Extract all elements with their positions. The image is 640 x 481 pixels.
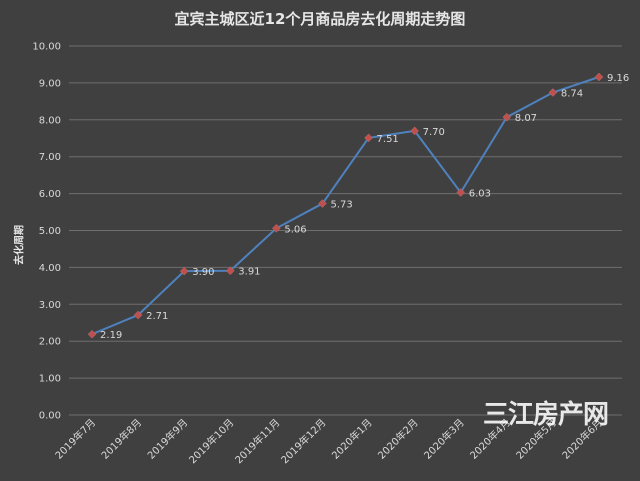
x-tick-label: 2020年3月 (421, 416, 467, 462)
chart-title: 宜宾主城区近12个月商品房去化周期走势图 (174, 10, 466, 28)
data-point (179, 266, 189, 276)
data-point (456, 188, 466, 197)
y-tick-label: 6.00 (39, 189, 61, 200)
data-point (133, 310, 143, 320)
data-label: 9.16 (607, 73, 629, 84)
x-tick-label: 2019年11月 (232, 416, 282, 466)
data-label: 5.73 (330, 200, 352, 211)
series-line (91, 76, 600, 336)
y-tick-label: 9.00 (39, 78, 61, 89)
data-point (272, 223, 281, 233)
watermark: 三江房产网 (483, 400, 609, 430)
data-point (410, 126, 419, 136)
data-label: 3.91 (238, 267, 260, 278)
y-tick-label: 3.00 (39, 300, 61, 311)
data-label: 8.07 (515, 113, 537, 124)
y-tick-label: 8.00 (39, 115, 61, 126)
data-point (318, 199, 327, 208)
data-label: 7.51 (377, 134, 399, 145)
x-tick-label: 2019年12月 (278, 416, 328, 466)
data-point (502, 112, 512, 122)
data-point (225, 266, 235, 276)
data-label: 2.19 (100, 330, 122, 341)
data-label: 7.70 (423, 127, 445, 138)
x-tick-label: 2019年7月 (52, 416, 98, 462)
x-tick-label: 2020年2月 (375, 416, 421, 462)
y-tick-label: 4.00 (39, 263, 61, 274)
data-label: 5.06 (284, 224, 306, 235)
data-label: 8.74 (561, 88, 583, 99)
x-tick-label: 2020年1月 (329, 416, 375, 462)
x-tick-label: 2019年8月 (98, 416, 144, 462)
y-tick-label: 0.00 (39, 411, 61, 422)
data-point (87, 329, 97, 339)
y-tick-label: 2.00 (39, 337, 61, 348)
data-point (364, 133, 373, 143)
data-label: 2.71 (146, 311, 168, 322)
data-point (548, 88, 558, 97)
y-tick-label: 7.00 (39, 152, 61, 163)
data-label: 3.90 (192, 267, 214, 278)
data-label: 6.03 (469, 188, 491, 199)
y-tick-label: 1.00 (39, 374, 61, 385)
y-tick-label: 10.00 (32, 42, 61, 53)
x-tick-label: 2019年10月 (186, 416, 236, 466)
x-tick-label: 2019年9月 (145, 416, 191, 462)
data-point (594, 72, 604, 82)
y-tick-label: 5.00 (39, 226, 61, 237)
